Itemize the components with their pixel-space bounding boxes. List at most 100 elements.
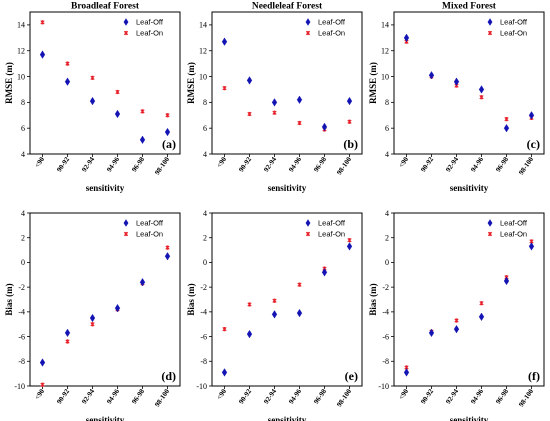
y-tick-label: 2: [203, 234, 207, 243]
leaf-on-point: [272, 298, 277, 303]
leaf-off-point: [271, 310, 278, 319]
x-tick-label: 98-100: [335, 387, 353, 408]
legend-leaf-on-label: Leaf-On: [136, 29, 163, 38]
x-tick-label: 94-96: [469, 155, 485, 173]
leaf-on-point: [297, 282, 302, 287]
leaf-off-point: [246, 76, 253, 85]
y-tick-label: 10: [17, 72, 25, 81]
leaf-on-point: [165, 245, 170, 250]
y-tick-label: 4: [203, 209, 207, 218]
x-tick-label: 96-98: [312, 155, 328, 173]
y-tick-label: 2: [21, 234, 25, 243]
leaf-off-point: [89, 96, 96, 106]
x-tick-label: 92-94: [444, 387, 460, 405]
x-tick-label: 90-92: [237, 387, 253, 405]
chart-panel-a: Broadleaf Forest 4 6 8 10 12 14 <90 90-92 92-94 94…: [4, 2, 181, 193]
x-tick-label: 92-94: [80, 387, 96, 405]
legend-leaf-off-marker: [305, 18, 311, 26]
x-tick-label: 90-92: [419, 387, 435, 405]
x-tick-label: 98-100: [517, 387, 535, 408]
y-tick-label: -4: [18, 308, 25, 317]
x-tick-label: 98-100: [335, 155, 353, 176]
leaf-off-point: [139, 278, 146, 287]
leaf-on-point: [247, 302, 252, 307]
x-tick-label: <90: [215, 387, 228, 401]
leaf-on-point: [222, 86, 227, 91]
x-tick-label: 90-92: [55, 387, 71, 405]
y-tick-label: 6: [385, 124, 389, 133]
leaf-off-point: [114, 303, 121, 313]
y-tick-label: 2: [385, 234, 389, 243]
leaf-off-point: [478, 312, 485, 321]
leaf-off-point: [503, 124, 510, 133]
legend-leaf-off-marker: [305, 219, 311, 227]
leaf-off-point: [39, 358, 46, 367]
y-tick-label: 12: [199, 47, 207, 56]
leaf-on-point: [347, 238, 352, 243]
panel-letter: (b): [343, 137, 358, 151]
leaf-off-point: [528, 111, 535, 120]
y-tick-label: 4: [385, 150, 389, 159]
chart-panel-c: Mixed Forest 4 6 8 10 12 14 <90 90-92 92-94 94-96 9…: [368, 2, 545, 193]
plot-frame: [211, 212, 363, 387]
y-tick-label: 4: [385, 209, 389, 218]
leaf-on-point: [247, 111, 252, 117]
y-axis-label: Bias (m): [368, 283, 378, 315]
leaf-off-point: [346, 242, 353, 251]
leaf-on-point: [272, 110, 277, 115]
y-tick-label: -6: [18, 332, 25, 341]
y-tick-label: -2: [18, 283, 25, 292]
y-tick-label: -4: [200, 308, 207, 317]
y-tick-label: -6: [200, 332, 207, 341]
y-tick-label: 4: [203, 150, 207, 159]
leaf-on-point: [347, 119, 352, 124]
y-tick-label: 6: [203, 124, 207, 133]
leaf-off-point: [428, 328, 435, 338]
chart-panel-f: -10 -8 -6 -4 -2 0 2 4 <90 90-92 92-94 94-96 96-98 98-…: [368, 209, 545, 421]
legend-leaf-on-marker: [123, 231, 129, 237]
y-tick-label: 8: [21, 98, 25, 107]
legend-leaf-off-marker: [487, 18, 493, 26]
x-tick-label: 96-98: [130, 387, 146, 405]
leaf-on-point: [504, 117, 509, 122]
leaf-on-point: [90, 75, 95, 80]
y-tick-label: 14: [381, 21, 389, 30]
leaf-on-point: [65, 61, 70, 66]
x-tick-label: <90: [397, 155, 410, 169]
legend-leaf-off-label: Leaf-Off: [318, 219, 346, 228]
leaf-off-point: [89, 313, 96, 323]
x-axis-label: sensitivity: [268, 183, 307, 193]
y-axis-label: RMSE (m): [4, 62, 14, 104]
x-tick-label: 92-94: [80, 155, 96, 173]
x-tick-label: 90-92: [419, 155, 435, 173]
leaf-off-point: [528, 242, 535, 251]
x-tick-label: 96-98: [312, 387, 328, 405]
x-tick-label: 92-94: [262, 155, 278, 173]
panel-letter: (a): [162, 137, 176, 151]
x-tick-label: 98-100: [517, 155, 535, 176]
leaf-off-point: [164, 127, 171, 137]
y-tick-label: -6: [382, 332, 389, 341]
y-tick-label: -10: [14, 382, 25, 391]
leaf-on-point: [479, 301, 484, 306]
leaf-on-point: [115, 89, 120, 95]
x-tick-label: <90: [33, 387, 46, 401]
y-tick-label: 0: [21, 258, 25, 267]
leaf-off-point: [296, 95, 303, 104]
leaf-off-point: [139, 135, 146, 144]
y-axis-label: Bias (m): [186, 283, 196, 315]
leaf-off-point: [64, 77, 71, 86]
leaf-off-point: [39, 50, 46, 59]
legend-leaf-on-marker: [487, 30, 493, 36]
chart-panel-e: -10 -8 -6 -4 -2 0 2 4 <90 90-92 92-94 94-96 96-98 98-…: [186, 209, 363, 421]
legend-leaf-off-marker: [123, 18, 129, 26]
leaf-on-point: [222, 327, 227, 332]
leaf-off-point: [296, 308, 303, 318]
x-tick-label: 94-96: [105, 387, 121, 405]
y-tick-label: 14: [199, 21, 207, 30]
leaf-off-point: [321, 122, 328, 132]
x-tick-label: 90-92: [237, 155, 253, 173]
chart-title: Needleleaf Forest: [252, 2, 323, 12]
legend-leaf-off-marker: [123, 219, 129, 227]
leaf-off-point: [503, 276, 510, 286]
